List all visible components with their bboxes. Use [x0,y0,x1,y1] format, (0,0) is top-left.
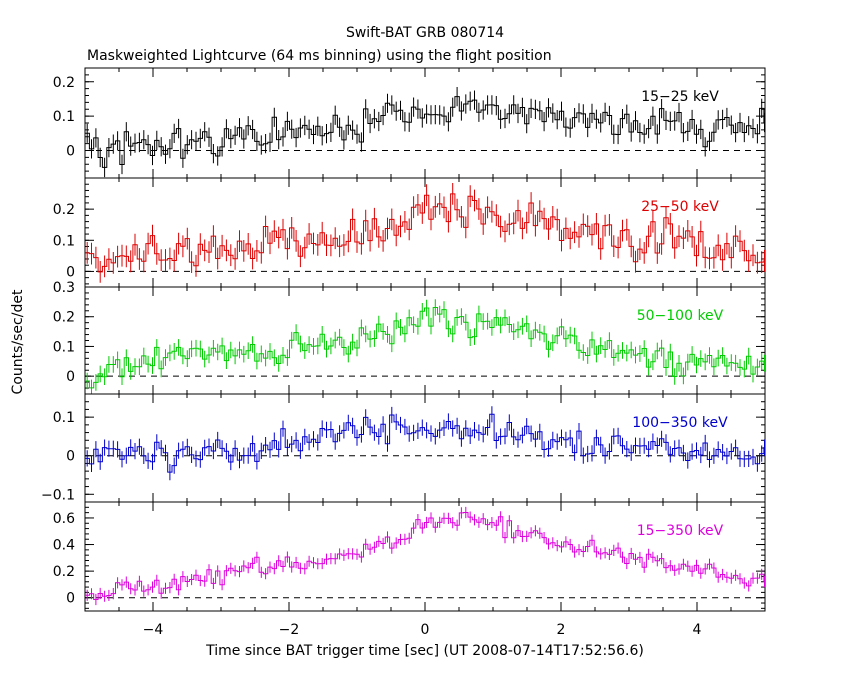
y-axis-label: Counts/sec/det [10,289,26,394]
y-tick-label: 0 [66,369,75,385]
series-line [85,512,765,600]
panel-4: −0.1 0 0.1 100−350 keV [41,393,766,503]
y-tick-label: 0.1 [53,109,75,125]
y-tick-label: 0.6 [53,511,75,527]
series-line [85,307,765,389]
x-tick-label: −4 [143,622,164,638]
y-tick-label: 0.1 [53,339,75,355]
series-line [85,96,765,168]
error-bars [86,506,765,606]
y-tick-label: 0.1 [53,233,75,249]
band-label: 15−350 keV [637,523,724,539]
y-tick-label: 0.2 [53,75,75,91]
band-label: 25−50 keV [641,199,719,215]
error-bars [86,183,765,283]
panel-1: 0 0.1 0.2 15−25 keV [53,67,766,179]
y-tick-label: 0 [66,264,75,280]
panel-5: 0 0.2 0.4 0.6 15−350 keV −4 −2 0 2 4 [53,501,766,638]
x-tick-label: 4 [693,622,702,638]
panel-frame [84,501,766,612]
series-line [85,193,765,273]
y-tick-label: 0.4 [53,538,75,554]
panel-frame [84,67,766,179]
x-axis-label: Time since BAT trigger time [sec] (UT 20… [205,643,644,659]
y-tick-label: 0 [66,144,75,160]
y-tick-label: 0.2 [53,564,75,580]
y-tick-label: 0.2 [53,310,75,326]
y-tick-label: 0.2 [53,202,75,218]
x-tick-label: −2 [279,622,300,638]
y-tick-label: 0 [66,449,75,465]
x-tick-label: 2 [557,622,566,638]
band-label: 15−25 keV [641,89,719,105]
x-tick-label: 0 [421,622,430,638]
band-label: 50−100 keV [637,308,724,324]
panel-3: 0 0.1 0.2 0.3 50−100 keV [53,280,766,395]
band-label: 100−350 keV [632,415,728,431]
series-line [85,413,765,473]
chart-subtitle: Maskweighted Lightcurve (64 ms binning) … [87,48,552,64]
y-tick-label: 0.3 [53,280,75,296]
y-tick-label: 0.1 [53,410,75,426]
y-tick-label: 0 [66,591,75,607]
panel-2: 0 0.1 0.2 25−50 keV [53,177,766,288]
chart-title: Swift-BAT GRB 080714 [346,25,504,41]
y-tick-label: −0.1 [41,487,75,503]
panel-frame [84,286,766,395]
